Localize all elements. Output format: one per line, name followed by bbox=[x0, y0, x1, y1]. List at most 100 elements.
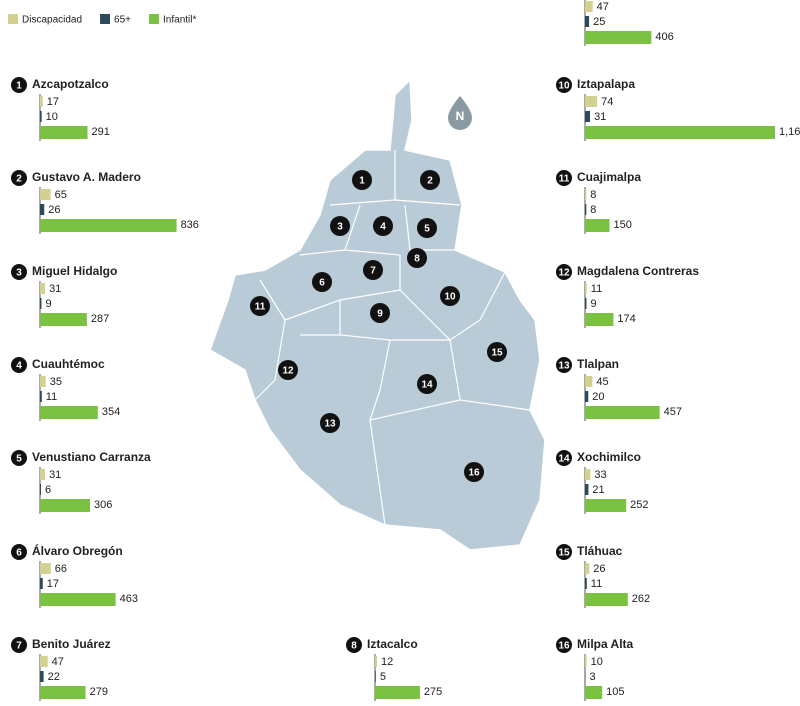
bar bbox=[40, 593, 116, 606]
value-label: 26 bbox=[593, 563, 605, 575]
borough-name: Cuauhtémoc bbox=[32, 357, 105, 371]
bar bbox=[585, 469, 591, 480]
bar bbox=[585, 16, 590, 27]
value-label: 6 bbox=[45, 484, 51, 496]
badge-number: 4 bbox=[16, 361, 22, 372]
bar bbox=[375, 656, 377, 667]
value-label: 22 bbox=[48, 671, 60, 683]
badge bbox=[250, 296, 270, 316]
badge-number: 12 bbox=[282, 366, 294, 377]
bar bbox=[40, 578, 43, 589]
bar bbox=[40, 126, 88, 139]
bar bbox=[585, 96, 598, 107]
value-label: 150 bbox=[614, 219, 632, 231]
bar bbox=[585, 1, 593, 12]
bar bbox=[375, 671, 376, 682]
bar bbox=[585, 111, 591, 122]
bar bbox=[585, 656, 587, 667]
value-label: 20 bbox=[592, 391, 604, 403]
badge bbox=[11, 544, 27, 560]
bar bbox=[585, 376, 593, 387]
badge-number: 8 bbox=[414, 254, 420, 265]
borough-name: Azcapotzalco bbox=[32, 77, 109, 91]
value-label: 47 bbox=[52, 656, 64, 668]
value-label: 836 bbox=[181, 219, 199, 231]
badge-number: 4 bbox=[380, 222, 386, 233]
badge bbox=[417, 374, 437, 394]
badge-number: 13 bbox=[558, 361, 570, 372]
bar bbox=[40, 686, 86, 699]
badge-number: 16 bbox=[468, 468, 480, 479]
bar bbox=[40, 391, 42, 402]
bar bbox=[40, 313, 87, 326]
value-label: 252 bbox=[630, 499, 648, 511]
badge-number: 10 bbox=[558, 81, 570, 92]
bar bbox=[585, 406, 660, 419]
value-label: 105 bbox=[606, 686, 624, 698]
bar bbox=[40, 298, 42, 309]
value-label: 35 bbox=[50, 376, 62, 388]
borough-name: Xochimilco bbox=[577, 450, 641, 464]
bar bbox=[40, 671, 44, 682]
borough-name: Cuajimalpa bbox=[577, 170, 641, 184]
value-label: 31 bbox=[49, 469, 61, 481]
compass: N bbox=[448, 96, 472, 130]
badge bbox=[487, 342, 507, 362]
borough-name: Venustiano Carranza bbox=[32, 450, 151, 464]
badge-number: 11 bbox=[255, 302, 266, 313]
badge bbox=[11, 357, 27, 373]
badge bbox=[556, 637, 572, 653]
badge bbox=[556, 170, 572, 186]
badge bbox=[11, 170, 27, 186]
legend-label: Infantil* bbox=[163, 15, 196, 26]
legend-swatch bbox=[8, 14, 18, 24]
badge-number: 12 bbox=[558, 268, 570, 279]
badge-number: 14 bbox=[421, 380, 433, 391]
badge bbox=[346, 637, 362, 653]
badge-number: 7 bbox=[16, 641, 22, 652]
value-label: 3 bbox=[589, 671, 595, 683]
badge-number: 1 bbox=[359, 176, 365, 187]
badge bbox=[370, 303, 390, 323]
value-label: 174 bbox=[617, 313, 635, 325]
bar bbox=[585, 484, 589, 495]
value-label: 457 bbox=[664, 406, 682, 418]
value-label: 8 bbox=[590, 189, 596, 201]
value-label: 5 bbox=[380, 671, 386, 683]
badge-number: 6 bbox=[16, 548, 22, 559]
bar bbox=[40, 204, 45, 215]
bar bbox=[585, 391, 589, 402]
badge bbox=[11, 77, 27, 93]
bar bbox=[585, 283, 587, 294]
borough-name: Iztacalco bbox=[367, 637, 418, 651]
value-label: 11 bbox=[591, 578, 602, 590]
value-label: 74 bbox=[601, 96, 613, 108]
badge bbox=[373, 216, 393, 236]
badge bbox=[330, 216, 350, 236]
bar bbox=[40, 219, 177, 232]
bar bbox=[40, 283, 46, 294]
value-label: 306 bbox=[94, 499, 112, 511]
bar bbox=[40, 406, 98, 419]
value-label: 8 bbox=[590, 204, 596, 216]
legend-label: Discapacidad bbox=[22, 15, 82, 26]
badge bbox=[407, 248, 427, 268]
badge-number: 2 bbox=[427, 176, 433, 187]
value-label: 463 bbox=[120, 593, 138, 605]
value-label: 406 bbox=[655, 31, 673, 43]
borough-name: Gustavo A. Madero bbox=[32, 170, 141, 184]
value-label: 291 bbox=[92, 126, 110, 138]
borough-name: Magdalena Contreras bbox=[577, 264, 699, 278]
value-label: 45 bbox=[596, 376, 608, 388]
value-label: 287 bbox=[91, 313, 109, 325]
bar bbox=[585, 31, 652, 44]
badge bbox=[440, 286, 460, 306]
value-label: 33 bbox=[594, 469, 606, 481]
value-label: 31 bbox=[594, 111, 606, 123]
value-label: 1,163 bbox=[779, 126, 800, 138]
badge-number: 9 bbox=[377, 309, 383, 320]
badge bbox=[352, 170, 372, 190]
value-label: 9 bbox=[45, 298, 51, 310]
bar bbox=[585, 563, 590, 574]
badge-number: 8 bbox=[351, 641, 357, 652]
